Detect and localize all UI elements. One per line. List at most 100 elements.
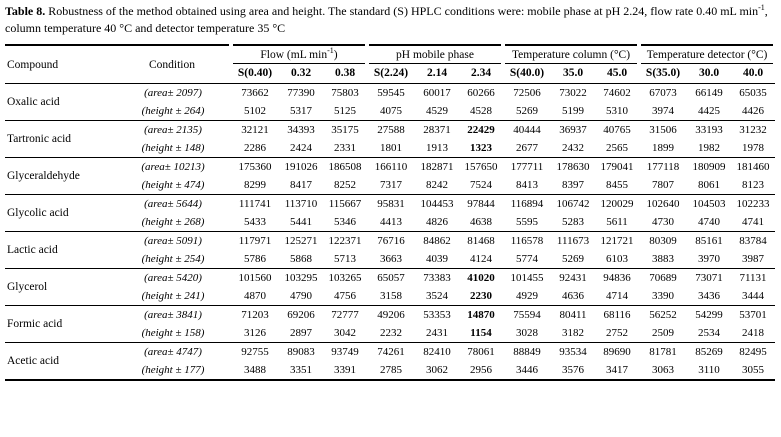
height-value: 8061 <box>698 179 721 192</box>
area-value: 89690 <box>595 342 640 362</box>
area-value: 80411 <box>551 305 595 325</box>
height-value: 4756 <box>334 290 356 303</box>
compound-group: Glycerol (area± 5420) 101560 103295 103265 65… <box>5 268 776 306</box>
height-value: 8242 <box>426 179 448 192</box>
condition-area-label: (area± 2135) <box>115 120 231 140</box>
height-value: 1913 <box>426 142 448 155</box>
table-row-area: Acetic acid (area± 4747) 92755 89083 93749 74… <box>5 342 776 381</box>
compound-group: Formic acid (area± 3841) 71203 69206 72777 49… <box>5 305 776 343</box>
area-value: 121721 <box>595 231 640 251</box>
area-value: 73022 <box>559 87 587 100</box>
height-value: 4528 <box>470 105 492 118</box>
area-value: 157650 <box>459 157 503 177</box>
height-value: 7317 <box>380 179 402 192</box>
height-value: 1899 <box>652 142 675 155</box>
group-temp-column-label: Temperature column (°C) <box>511 49 631 62</box>
height-value: 4426 <box>742 105 765 118</box>
subcol-ph-standard: S(2.24) <box>367 63 415 85</box>
height-value: 2331 <box>334 142 356 155</box>
area-value: 56252 <box>639 305 688 325</box>
height-value: 4741 <box>742 216 765 229</box>
height-value: 3970 <box>698 253 721 266</box>
area-value: 181460 <box>731 157 776 177</box>
area-value: 102640 <box>639 194 688 214</box>
height-value: 3390 <box>652 290 675 303</box>
caption-text-tail: , column temperature 40 °C and detector … <box>5 4 768 36</box>
height-value: 2424 <box>290 142 312 155</box>
height-value: 5125 <box>334 105 356 118</box>
subcol-tempdet-300: 30.0 <box>687 63 732 85</box>
height-value: 3417 <box>606 364 628 377</box>
area-value: 115667 <box>323 194 367 214</box>
area-value: 120029 <box>595 194 640 214</box>
subcol-tempcol-350: 35.0 <box>551 63 595 85</box>
group-temp-detector-label: Temperature detector (°C) <box>646 49 768 62</box>
height-value: 3042 <box>334 327 356 340</box>
compound-name: Glyceraldehyde <box>5 157 115 195</box>
subcol-flow-032: 0.32 <box>279 63 323 85</box>
area-value: 74602 <box>603 87 631 100</box>
condition-area-label: (area± 5091) <box>115 231 231 251</box>
table-header: Compound Condition Flow (mL min-1) pH mo… <box>5 45 778 85</box>
area-value: 81468 <box>459 231 503 251</box>
group-flow-label-close: ) <box>333 49 338 62</box>
area-value: 111741 <box>231 194 279 214</box>
height-value: 4124 <box>470 253 492 266</box>
height-value: 8299 <box>244 179 266 192</box>
height-value: 5433 <box>244 216 266 229</box>
height-value: 8397 <box>562 179 584 192</box>
area-value: 66149 <box>695 87 723 100</box>
area-value: 97844 <box>459 194 503 214</box>
height-value: 2232 <box>380 327 402 340</box>
height-value: 2897 <box>290 327 312 340</box>
height-value: 2431 <box>426 327 448 340</box>
area-value: 82495 <box>731 342 776 362</box>
area-value: 70689 <box>639 268 688 288</box>
header-group-row: Compound Condition Flow (mL min-1) pH mo… <box>5 45 778 85</box>
condition-height-label: (height ± 264) <box>141 105 205 118</box>
compound-group: Glycolic acid (area± 5644) 111741 113710 115… <box>5 194 776 232</box>
height-value: 2956 <box>470 364 492 377</box>
height-value: 4425 <box>698 105 721 118</box>
area-value: 93749 <box>323 342 367 362</box>
area-value: 32121 <box>231 120 279 140</box>
height-value: 3126 <box>244 327 266 340</box>
table-row-area: Glyceraldehyde (area± 10213) 175360 191026 1… <box>5 157 776 195</box>
robustness-table: Compound Condition Flow (mL min-1) pH mo… <box>5 44 778 382</box>
area-value: 85269 <box>687 342 732 362</box>
subcol-ph-214: 2.14 <box>415 63 459 85</box>
area-value: 54299 <box>687 305 732 325</box>
area-value: 31506 <box>639 120 688 140</box>
table-row-area: Oxalic acid (area± 2097) 73662 77390 75803 59… <box>5 84 775 108</box>
header-group-flow: Flow (mL min-1) <box>229 45 369 65</box>
header-group-ph: pH mobile phase <box>365 45 505 65</box>
height-value: 2785 <box>380 364 402 377</box>
height-value: 5199 <box>562 105 584 118</box>
condition-area-label: (area± 2097) <box>144 87 202 100</box>
compound-group: Lactic acid (area± 5091) 117971 125271 12237… <box>5 231 776 269</box>
height-value: 4870 <box>244 290 266 303</box>
table-row-height: (height ± 158) 3126 2897 3042 2232 2431 1154 30… <box>5 324 775 343</box>
compound-name: Lactic acid <box>5 231 115 269</box>
area-value: 76716 <box>367 231 415 251</box>
area-value: 82410 <box>415 342 459 362</box>
area-value: 74261 <box>367 342 415 362</box>
area-value: 175360 <box>231 157 279 177</box>
height-value: 8455 <box>606 179 628 192</box>
area-value: 106742 <box>551 194 595 214</box>
subcol-tempcol-standard: S(40.0) <box>503 63 551 85</box>
height-value: 5868 <box>290 253 312 266</box>
table-row-area: Lactic acid (area± 5091) 117971 125271 12237… <box>5 231 776 269</box>
height-value: 4740 <box>698 216 721 229</box>
compound-group: Glyceraldehyde (area± 10213) 175360 191026 1… <box>5 157 776 195</box>
height-value: 6103 <box>606 253 628 266</box>
table-row-area: Tartronic acid (area± 2135) 32121 34393 3517… <box>5 120 776 158</box>
height-value: 3436 <box>698 290 721 303</box>
height-value: 3987 <box>742 253 765 266</box>
area-value: 191026 <box>279 157 323 177</box>
subcol-flow-standard: S(0.40) <box>231 63 279 85</box>
height-value: 1323 <box>470 142 492 155</box>
height-value: 1154 <box>470 327 492 340</box>
area-value: 65035 <box>739 87 767 100</box>
